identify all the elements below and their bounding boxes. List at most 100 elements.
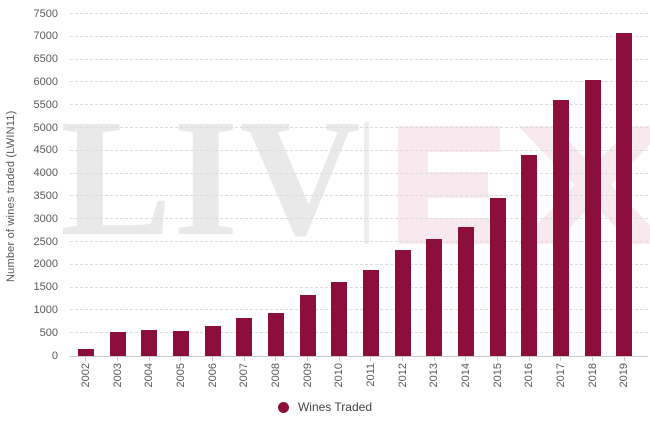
x-label-slot-2004: 2004 [133,363,165,387]
x-tick-2012 [402,356,404,361]
x-label-slot-2013: 2013 [418,363,450,387]
x-axis-tick-labels: 2002 2003 2004 2005 2006 2007 2008 2009 2010 2011… [70,363,640,395]
x-label-slot-2014: 2014 [450,363,482,387]
bar-2003[interactable] [109,332,126,356]
bar-slot-2017 [545,99,577,356]
gridline-2000 [70,263,648,265]
y-axis-tick-labels: 0 500 1000 1500 2000 2500 3000 3500 4000 4500 5000… [0,0,62,432]
x-tick-slot-2008 [260,356,292,361]
x-tick-slot-2019 [608,356,640,361]
x-tick-slot-2013 [418,356,450,361]
bar-2002[interactable] [77,349,94,356]
x-tick-2004 [148,356,150,361]
x-tick-slot-2002 [70,356,102,361]
bar-2011[interactable] [362,269,379,356]
x-tick-2011 [370,356,372,361]
x-tick-slot-2006 [197,356,229,361]
bar-slot-2008 [260,313,292,356]
gridline-1000 [70,309,648,311]
y-tick-label-5500: 5500 [33,98,58,111]
x-tick-slot-2010 [323,356,355,361]
x-label-slot-2017: 2017 [545,363,577,387]
x-label-slot-2006: 2006 [197,363,229,387]
x-label-slot-2016: 2016 [513,363,545,387]
legend-marker-dot-icon[interactable] [277,401,289,413]
y-tick-label-3500: 3500 [33,189,58,202]
x-tick-slot-2016 [513,356,545,361]
gridline-7000 [70,35,648,37]
gridline-5500 [70,104,648,106]
y-tick-label-1000: 1000 [33,303,58,316]
x-tick-label-2013: 2013 [428,363,441,388]
bar-2010[interactable] [331,281,348,356]
x-tick-slot-2018 [577,356,609,361]
x-label-slot-2010: 2010 [323,363,355,387]
x-tick-2005 [180,356,182,361]
x-label-slot-2005: 2005 [165,363,197,387]
legend-series-label[interactable]: Wines Traded [297,400,373,414]
x-tick-2019 [623,356,625,361]
x-tick-label-2014: 2014 [459,363,472,388]
bar-2019[interactable] [616,33,633,356]
x-tick-2007 [243,356,245,361]
bar-2009[interactable] [299,295,316,356]
gridline-1500 [70,286,648,288]
x-tick-2009 [307,356,309,361]
bar-2007[interactable] [236,317,253,356]
bar-slot-2019 [608,33,640,356]
x-tick-slot-2005 [165,356,197,361]
gridline-3500 [70,195,648,197]
bar-2005[interactable] [172,330,189,356]
x-tick-slot-2017 [545,356,577,361]
bar-2016[interactable] [521,155,538,356]
bar-slot-2011 [355,269,387,356]
bar-2013[interactable] [426,238,443,356]
x-tick-slot-2004 [133,356,165,361]
x-tick-slot-2003 [102,356,134,361]
x-tick-2003 [117,356,118,361]
bar-2017[interactable] [552,99,569,356]
x-tick-label-2002: 2002 [79,363,92,388]
y-tick-label-2000: 2000 [33,258,58,271]
x-tick-2006 [212,356,214,361]
gridline-6500 [70,58,648,60]
x-tick-label-2011: 2011 [364,363,377,387]
bar-slot-2014 [450,227,482,356]
bar-2006[interactable] [204,325,221,356]
x-tick-2016 [528,356,530,361]
x-tick-label-2005: 2005 [174,363,187,388]
x-tick-label-2019: 2019 [618,363,631,388]
bar-slot-2006 [197,325,229,356]
x-tick-label-2012: 2012 [396,363,409,388]
x-label-slot-2007: 2007 [228,363,260,387]
x-tick-slot-2012 [387,356,419,361]
gridline-2500 [70,241,648,242]
x-tick-slot-2011 [355,356,387,361]
bar-2014[interactable] [457,227,474,356]
y-tick-label-6000: 6000 [33,75,58,88]
x-tick-label-2018: 2018 [586,363,599,388]
x-tick-slot-2014 [450,356,482,361]
y-tick-label-500: 500 [39,326,58,339]
x-tick-2015 [497,356,499,361]
x-tick-slot-2015 [482,356,514,361]
bar-2018[interactable] [584,80,601,356]
x-tick-label-2008: 2008 [269,363,282,388]
bar-2015[interactable] [489,197,506,356]
bar-2008[interactable] [267,313,284,356]
bar-slot-2007 [228,317,260,356]
x-label-slot-2019: 2019 [608,363,640,387]
bar-slot-2004 [133,330,165,356]
x-tick-label-2015: 2015 [491,363,504,388]
bar-2012[interactable] [394,249,411,356]
y-tick-label-1500: 1500 [33,281,58,294]
gridline-5000 [70,127,648,128]
gridline-7500 [70,13,648,14]
bar-slot-2013 [418,238,450,356]
x-label-slot-2002: 2002 [70,363,102,387]
x-axis-line [70,356,648,357]
x-label-slot-2012: 2012 [387,363,419,387]
x-tick-label-2016: 2016 [523,363,536,388]
bar-2004[interactable] [141,330,158,356]
x-tick-2010 [338,356,340,361]
